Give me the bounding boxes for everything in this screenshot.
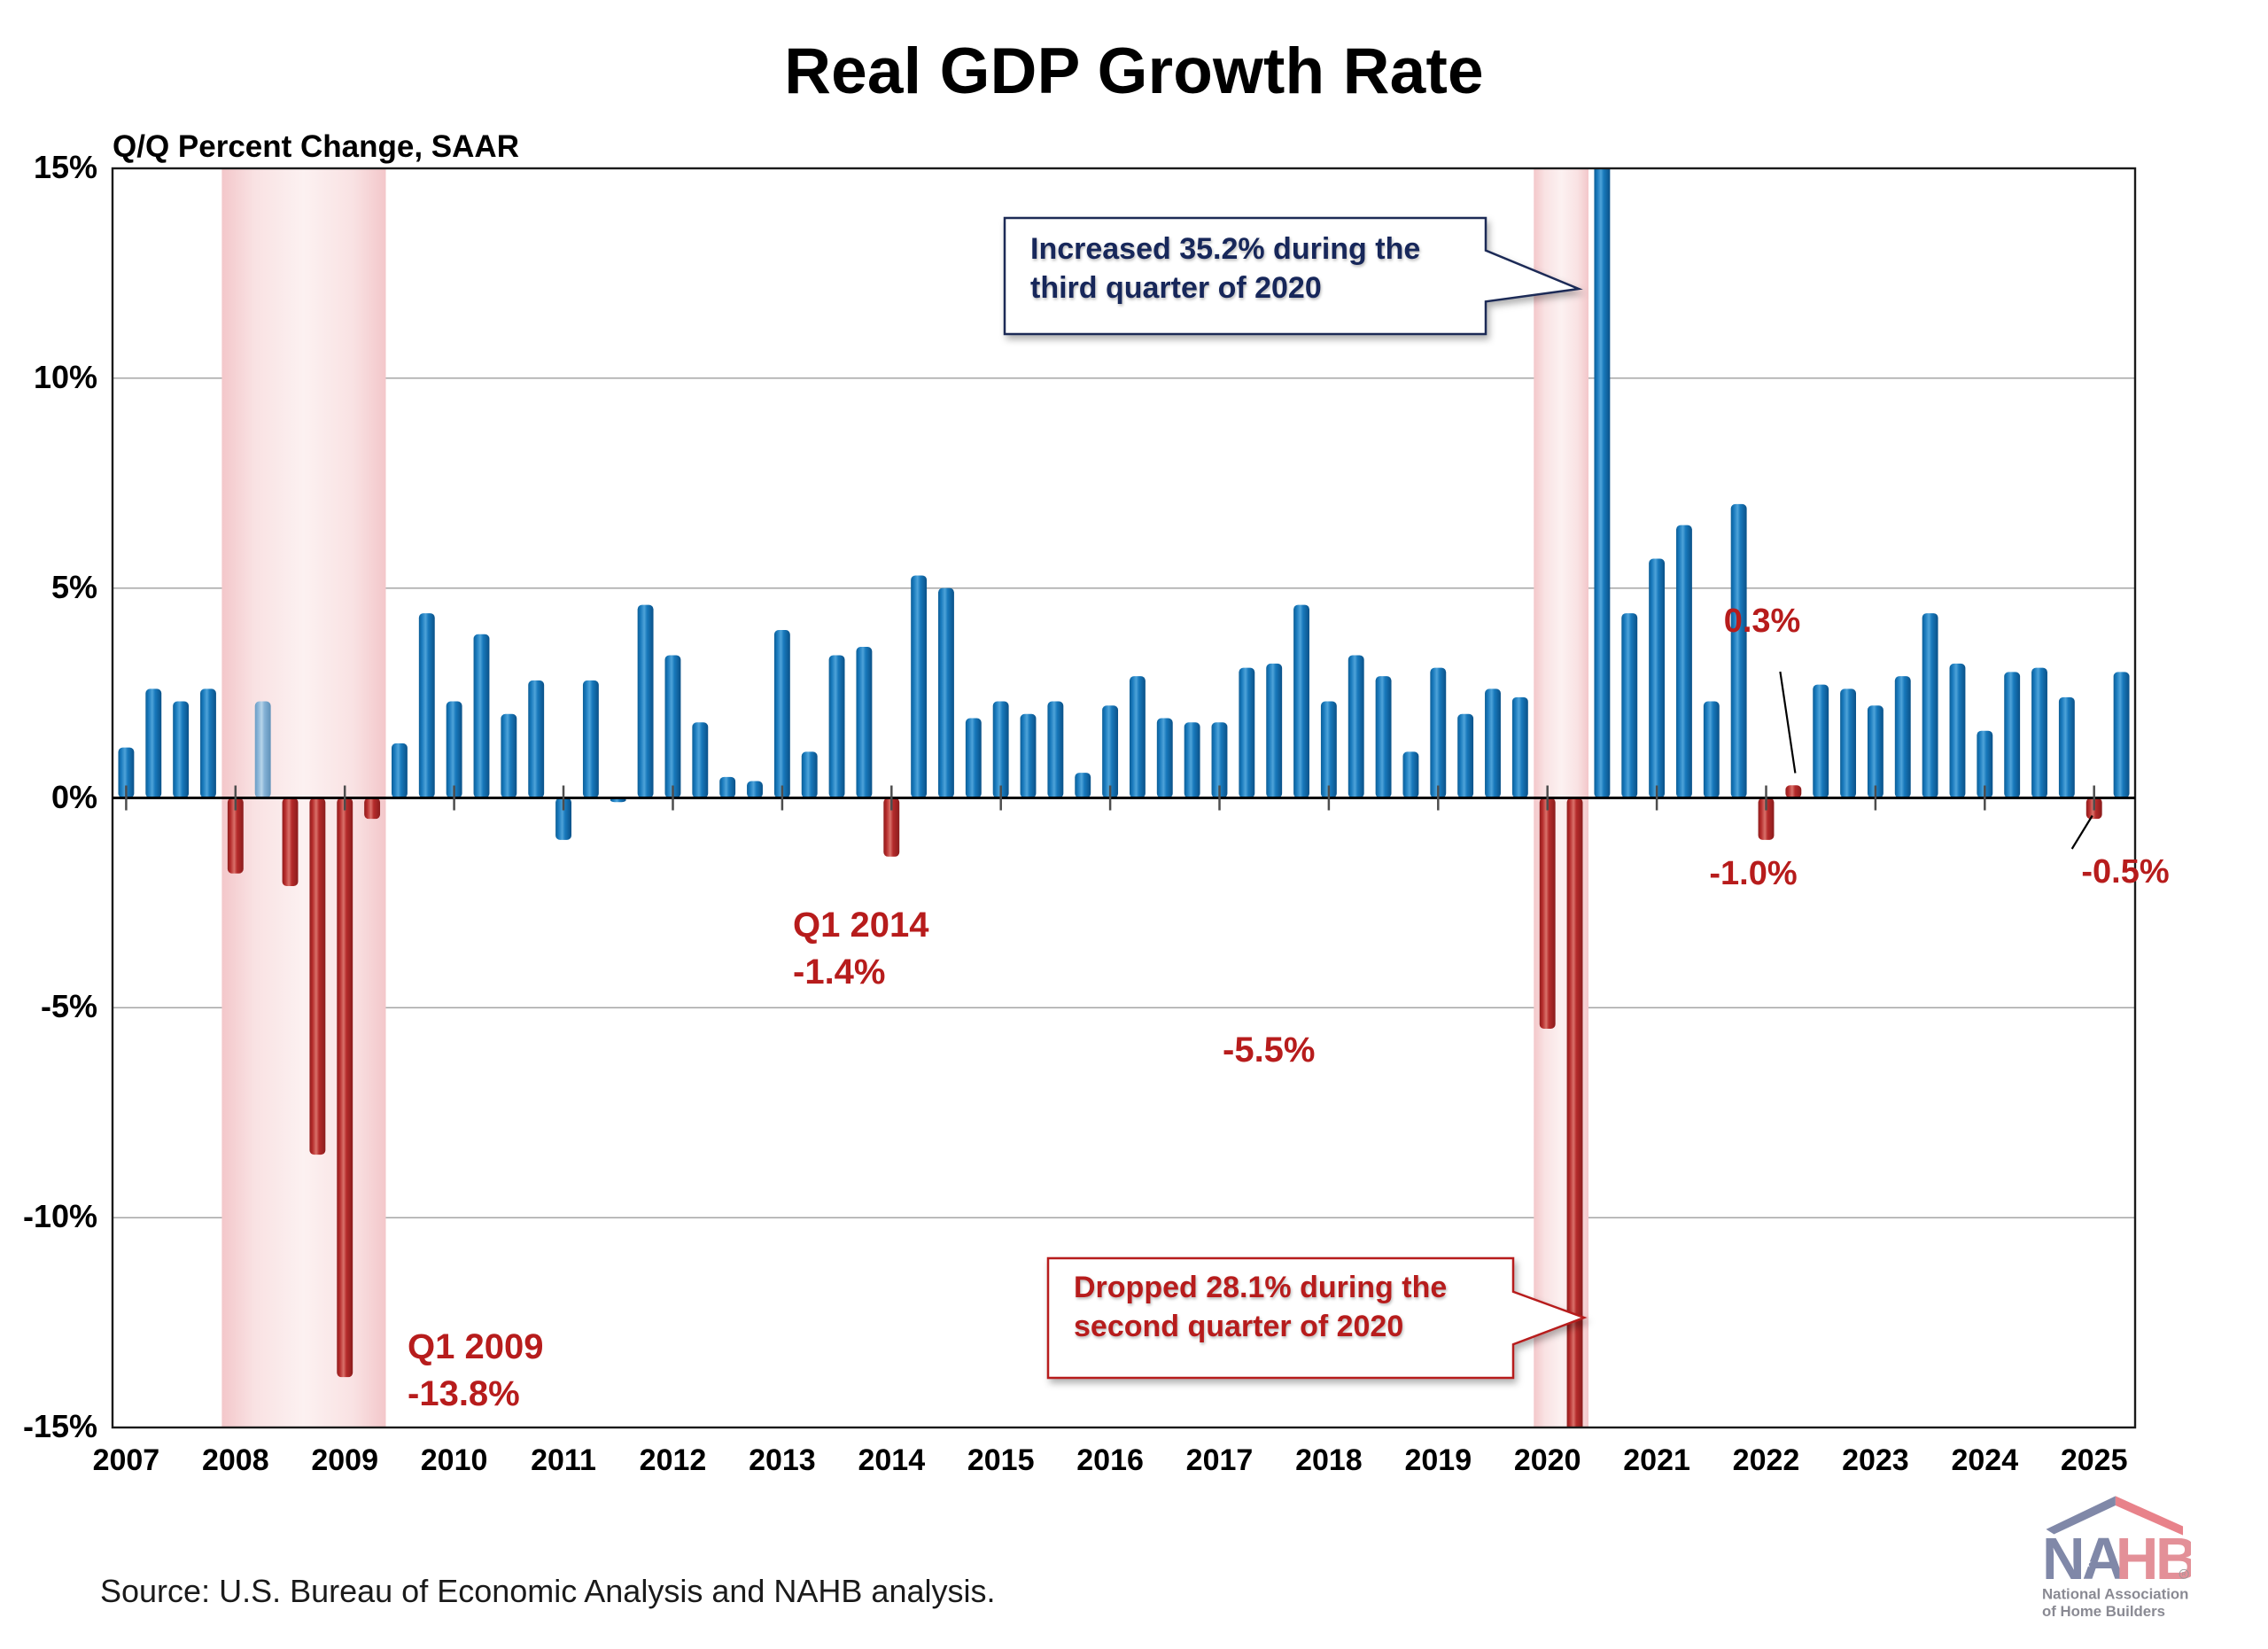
svg-text:National Association: National Association [2042, 1585, 2188, 1602]
svg-text:R: R [2182, 1572, 2186, 1578]
svg-text:★: ★ [2081, 1556, 2092, 1569]
svg-text:HB: HB [2116, 1526, 2191, 1592]
svg-text:of Home Builders: of Home Builders [2042, 1603, 2165, 1620]
